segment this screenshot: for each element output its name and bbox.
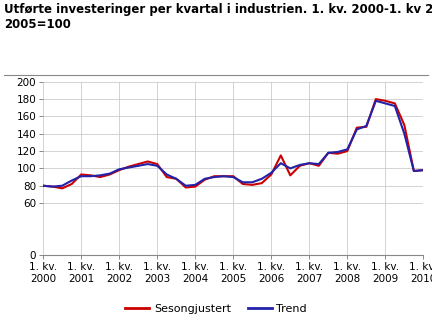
- Trend: [50, 185, 55, 189]
- Sesongjustert: [278, 153, 283, 157]
- Sesongjustert: [155, 162, 160, 166]
- Trend: [117, 167, 122, 171]
- Legend: Sesongjustert, Trend: Sesongjustert, Trend: [121, 299, 311, 318]
- Trend: [193, 183, 198, 187]
- Trend: [307, 161, 312, 165]
- Trend: [107, 172, 112, 176]
- Sesongjustert: [50, 185, 55, 189]
- Trend: [155, 164, 160, 168]
- Sesongjustert: [164, 175, 169, 179]
- Trend: [250, 180, 255, 184]
- Sesongjustert: [364, 125, 369, 129]
- Trend: [316, 162, 321, 166]
- Sesongjustert: [126, 165, 131, 169]
- Sesongjustert: [288, 173, 293, 177]
- Trend: [183, 184, 188, 188]
- Sesongjustert: [345, 149, 350, 153]
- Trend: [98, 173, 103, 177]
- Sesongjustert: [60, 186, 65, 190]
- Trend: [164, 173, 169, 177]
- Trend: [335, 150, 340, 154]
- Sesongjustert: [411, 169, 416, 173]
- Trend: [174, 177, 179, 181]
- Sesongjustert: [383, 99, 388, 103]
- Trend: [145, 162, 150, 166]
- Trend: [402, 132, 407, 136]
- Trend: [373, 99, 378, 103]
- Trend: [297, 163, 302, 167]
- Trend: [126, 165, 131, 169]
- Trend: [69, 179, 74, 182]
- Sesongjustert: [193, 185, 198, 189]
- Sesongjustert: [373, 97, 378, 101]
- Sesongjustert: [136, 162, 141, 166]
- Sesongjustert: [221, 174, 226, 178]
- Sesongjustert: [421, 168, 426, 172]
- Trend: [41, 184, 46, 188]
- Sesongjustert: [250, 183, 255, 187]
- Sesongjustert: [240, 182, 245, 186]
- Sesongjustert: [202, 178, 207, 181]
- Trend: [60, 184, 65, 188]
- Line: Sesongjustert: Sesongjustert: [43, 99, 423, 188]
- Sesongjustert: [107, 173, 112, 177]
- Sesongjustert: [117, 168, 122, 172]
- Trend: [411, 169, 416, 173]
- Line: Trend: Trend: [43, 101, 423, 187]
- Sesongjustert: [174, 177, 179, 181]
- Trend: [136, 164, 141, 168]
- Sesongjustert: [392, 101, 397, 105]
- Trend: [79, 174, 84, 178]
- Sesongjustert: [69, 182, 74, 186]
- Trend: [364, 124, 369, 128]
- Trend: [392, 104, 397, 108]
- Trend: [278, 161, 283, 165]
- Trend: [345, 147, 350, 151]
- Sesongjustert: [98, 175, 103, 179]
- Trend: [383, 101, 388, 105]
- Sesongjustert: [316, 164, 321, 168]
- Trend: [240, 180, 245, 184]
- Sesongjustert: [231, 174, 236, 178]
- Trend: [202, 177, 207, 181]
- Trend: [212, 175, 217, 179]
- Sesongjustert: [335, 152, 340, 156]
- Sesongjustert: [183, 185, 188, 189]
- Sesongjustert: [297, 164, 302, 168]
- Sesongjustert: [402, 123, 407, 127]
- Trend: [269, 171, 274, 175]
- Sesongjustert: [212, 174, 217, 178]
- Text: Utførte investeringer per kvartal i industrien. 1. kv. 2000-1. kv 2010.
2005=100: Utførte investeringer per kvartal i indu…: [4, 3, 432, 31]
- Sesongjustert: [41, 184, 46, 188]
- Sesongjustert: [145, 160, 150, 164]
- Trend: [326, 151, 331, 155]
- Sesongjustert: [307, 161, 312, 165]
- Sesongjustert: [354, 126, 359, 129]
- Trend: [421, 168, 426, 172]
- Trend: [354, 128, 359, 131]
- Sesongjustert: [79, 173, 84, 177]
- Trend: [88, 174, 93, 178]
- Sesongjustert: [88, 173, 93, 177]
- Sesongjustert: [326, 151, 331, 155]
- Trend: [221, 174, 226, 178]
- Sesongjustert: [259, 181, 264, 185]
- Trend: [231, 175, 236, 179]
- Trend: [288, 166, 293, 170]
- Trend: [259, 177, 264, 181]
- Sesongjustert: [269, 173, 274, 177]
